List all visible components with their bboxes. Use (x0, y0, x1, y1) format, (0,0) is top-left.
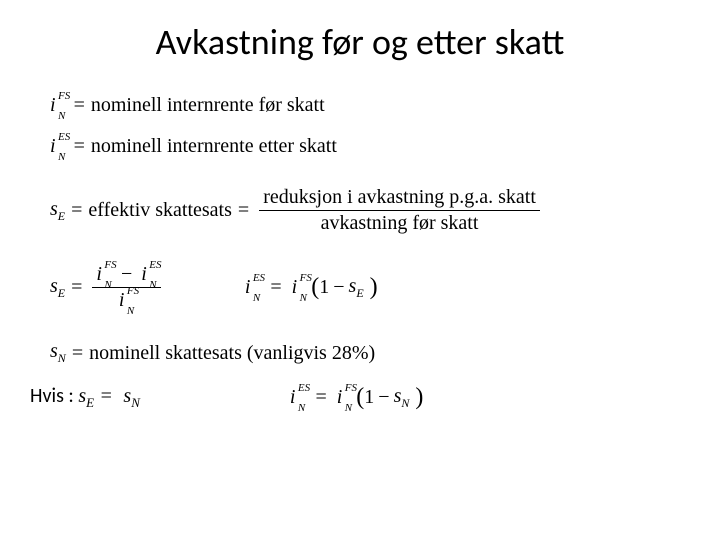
symbol-sE: sE (78, 385, 94, 407)
symbol-sN: sN (50, 340, 66, 366)
hvis-condition: Hvis : sE = sN (30, 384, 140, 411)
minus-sign: − (378, 386, 389, 409)
symbol-sN: sN (118, 385, 139, 407)
definition-line-2: i ES N = nominell internrente etter skat… (50, 135, 670, 158)
definition-text-5: nominell skattesats (vanligvis 28%) (89, 342, 375, 365)
equals-sign: = (101, 385, 112, 407)
equals-sign: = (71, 199, 82, 222)
symbol-iN-ES: i ES N (245, 276, 251, 299)
close-paren: ) (364, 274, 378, 301)
minus-sign: − (333, 276, 344, 299)
symbol-iN-ES: i ES N (141, 263, 147, 286)
formula-iN-ES-from-sE: i ES N = i FS N ( 1 − sE ) (245, 274, 378, 301)
open-paren: ( (311, 274, 319, 301)
fraction-tax-reduction: reduksjon i avkastning p.g.a. skatt avka… (259, 186, 540, 235)
slide-container: Avkastning før og etter skatt i FS N = n… (0, 0, 720, 431)
equals-sign: = (270, 276, 281, 299)
definition-line-5: sN = nominell skattesats (vanligvis 28%) (50, 340, 670, 366)
definition-line-1: i FS N = nominell internrente før skatt (50, 94, 670, 117)
equals-sign: = (71, 276, 82, 299)
symbol-iN-ES: i ES N (290, 386, 296, 409)
definition-line-3: sE = effektiv skattesats = reduksjon i a… (50, 186, 670, 235)
definition-text-2: nominell internrente etter skatt (91, 135, 337, 158)
definition-text-1: nominell internrente før skatt (91, 94, 325, 117)
symbol-iN-FS: i FS N (50, 94, 56, 117)
definition-text-3: effektiv skattesats (88, 199, 231, 222)
equals-sign: = (238, 199, 249, 222)
equals-sign: = (72, 342, 83, 365)
symbol-iN-ES: i ES N (50, 135, 56, 158)
minus-sign: − (121, 263, 132, 285)
close-paren: ) (409, 384, 423, 411)
open-paren: ( (356, 384, 364, 411)
symbol-sN: sN (394, 385, 410, 411)
symbol-sE: sE (50, 275, 65, 301)
slide-title: Avkastning før og etter skatt (50, 20, 670, 64)
symbol-iN-FS: i FS N (337, 386, 343, 409)
equals-sign: = (74, 94, 85, 117)
hvis-row: Hvis : sE = sN i ES N = i FS N ( 1 − sN (30, 384, 670, 411)
symbol-iN-FS: i FS N (119, 289, 125, 312)
symbol-iN-FS: i FS N (96, 263, 102, 286)
formula-iN-ES-from-sN: i ES N = i FS N ( 1 − sN ) (290, 384, 424, 411)
equals-sign: = (315, 386, 326, 409)
symbol-sE: sE (50, 198, 65, 224)
symbol-sE: sE (349, 275, 364, 301)
symbol-iN-FS: i FS N (292, 276, 298, 299)
formula-row-sE: sE = i FS N − i ES N (50, 263, 670, 312)
formula-sE-fraction: sE = i FS N − i ES N (50, 263, 165, 312)
fraction-iN-diff: i FS N − i ES N i FS N (92, 263, 160, 312)
equals-sign: = (74, 135, 85, 158)
